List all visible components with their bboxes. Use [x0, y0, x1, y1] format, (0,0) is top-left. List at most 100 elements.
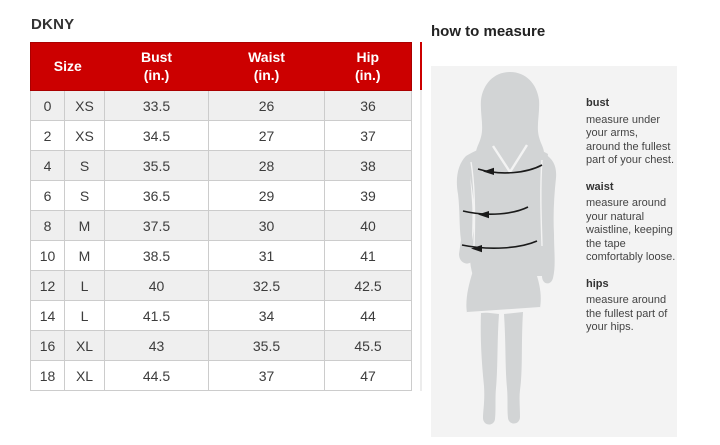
column-header-bust: Bust (in.): [104, 42, 209, 91]
silhouette-head: [476, 72, 544, 159]
bust-section: bust measure under your arms, around the…: [586, 97, 678, 168]
table-row: 4 S 35.5 28 38: [30, 150, 413, 181]
cell-size-letter: M: [63, 240, 106, 271]
cell-size-letter: L: [63, 300, 106, 331]
table-row: 18 XL 44.5 37 47: [30, 360, 413, 391]
cell-hip-value: 40: [324, 210, 413, 241]
cell-size-letter: XS: [63, 120, 106, 151]
silhouette-right-arm: [538, 154, 557, 284]
cell-size-number: 4: [30, 150, 65, 181]
how-to-measure-panel: bust measure under your arms, around the…: [431, 66, 677, 437]
table-row: 0 XS 33.5 26 36: [30, 90, 413, 121]
v-neck-seam: [491, 144, 529, 175]
cell-bust-value: 43: [104, 330, 210, 361]
hip-arrowhead: [471, 245, 482, 253]
cell-bust-value: 37.5: [104, 210, 210, 241]
waist-arrowhead: [478, 211, 489, 219]
right-arm-seam: [540, 159, 543, 247]
waist-description: measure around your natural waistline, k…: [586, 197, 676, 263]
cell-size-letter: L: [63, 270, 106, 301]
clipped-header-edge: [420, 42, 422, 90]
silhouette-torso: [466, 145, 548, 276]
cell-waist-value: 30: [208, 210, 326, 241]
cell-size-letter: XS: [63, 90, 106, 121]
hips-label: hips: [586, 277, 609, 290]
left-arm-seam: [470, 161, 476, 247]
waist-section: waist measure around your natural waistl…: [586, 181, 678, 265]
table-row: 12 L 40 32.5 42.5: [30, 270, 413, 301]
table-row: 2 XS 34.5 27 37: [30, 120, 413, 151]
silhouette-left-arm: [456, 156, 475, 264]
cell-hip-value: 47: [324, 360, 413, 391]
cell-bust-value: 36.5: [104, 180, 210, 211]
silhouette-right-leg: [504, 312, 523, 424]
table-scroll-clipped-edge: [420, 42, 422, 391]
hips-description: measure around the fullest part of your …: [586, 294, 668, 333]
cell-waist-value: 27: [208, 120, 326, 151]
clipped-body-edge: [420, 90, 422, 391]
column-header-size: Size: [29, 42, 105, 91]
cell-hip-value: 38: [324, 150, 413, 181]
cell-size-number: 8: [30, 210, 65, 241]
cell-size-letter: XL: [63, 330, 106, 361]
column-header-waist: Waist (in.): [208, 42, 325, 91]
table-row: 14 L 41.5 34 44: [30, 300, 413, 331]
table-row: 10 M 38.5 31 41: [30, 240, 413, 271]
cell-size-number: 12: [30, 270, 65, 301]
bust-arrowhead: [483, 167, 494, 175]
size-table-body: 0 XS 33.5 26 36 2 XS 34.5 27 37 4 S 35.5 28 38 6 S 36.5 29…: [30, 90, 413, 391]
waist-measure-arrow: [462, 206, 529, 215]
column-header-hip: Hip (in.): [324, 42, 413, 91]
cell-bust-value: 40: [104, 270, 210, 301]
cell-bust-value: 35.5: [104, 150, 210, 181]
hips-section: hips measure around the fullest part of …: [586, 278, 678, 335]
cell-size-number: 2: [30, 120, 65, 151]
cell-hip-value: 41: [324, 240, 413, 271]
hip-measure-arrow: [461, 240, 538, 249]
bust-description: measure under your arms, around the full…: [586, 113, 675, 167]
cell-waist-value: 26: [208, 90, 326, 121]
cell-waist-value: 29: [208, 180, 326, 211]
cell-bust-value: 44.5: [104, 360, 210, 391]
cell-hip-value: 39: [324, 180, 413, 211]
cell-waist-value: 34: [208, 300, 326, 331]
cell-waist-value: 31: [208, 240, 326, 271]
cell-hip-value: 36: [324, 90, 413, 121]
cell-size-number: 18: [30, 360, 65, 391]
cell-size-letter: M: [63, 210, 106, 241]
cell-bust-value: 33.5: [104, 90, 210, 121]
measure-instructions: bust measure under your arms, around the…: [586, 97, 678, 348]
cell-bust-value: 38.5: [104, 240, 210, 271]
cell-hip-value: 37: [324, 120, 413, 151]
measurement-figure: [431, 66, 591, 437]
skirt-hem-seam: [466, 307, 541, 314]
cell-hip-value: 42.5: [324, 270, 413, 301]
cell-bust-value: 41.5: [104, 300, 210, 331]
cell-size-number: 14: [30, 300, 65, 331]
cell-size-letter: XL: [63, 360, 106, 391]
bust-label: bust: [586, 97, 610, 109]
cell-hip-value: 44: [324, 300, 413, 331]
brand-title: DKNY: [31, 16, 75, 33]
cell-size-letter: S: [63, 150, 106, 181]
silhouette-left-leg: [480, 312, 499, 425]
cell-size-number: 10: [30, 240, 65, 271]
how-to-measure-title: how to measure: [431, 23, 546, 40]
woman-silhouette-icon: [456, 72, 557, 425]
cell-waist-value: 37: [208, 360, 326, 391]
waist-label: waist: [586, 180, 614, 193]
cell-waist-value: 28: [208, 150, 326, 181]
cell-bust-value: 34.5: [104, 120, 210, 151]
cell-size-number: 6: [30, 180, 65, 211]
silhouette-skirt: [466, 270, 541, 313]
table-row: 16 XL 43 35.5 45.5: [30, 330, 413, 361]
bust-measure-arrow: [477, 164, 543, 174]
size-chart-header: Size Bust (in.) Waist (in.) Hip (in.): [29, 42, 413, 91]
cell-size-number: 16: [30, 330, 65, 361]
cell-hip-value: 45.5: [324, 330, 413, 361]
cell-waist-value: 32.5: [208, 270, 326, 301]
table-row: 8 M 37.5 30 40: [30, 210, 413, 241]
cell-size-number: 0: [30, 90, 65, 121]
cell-size-letter: S: [63, 180, 106, 211]
